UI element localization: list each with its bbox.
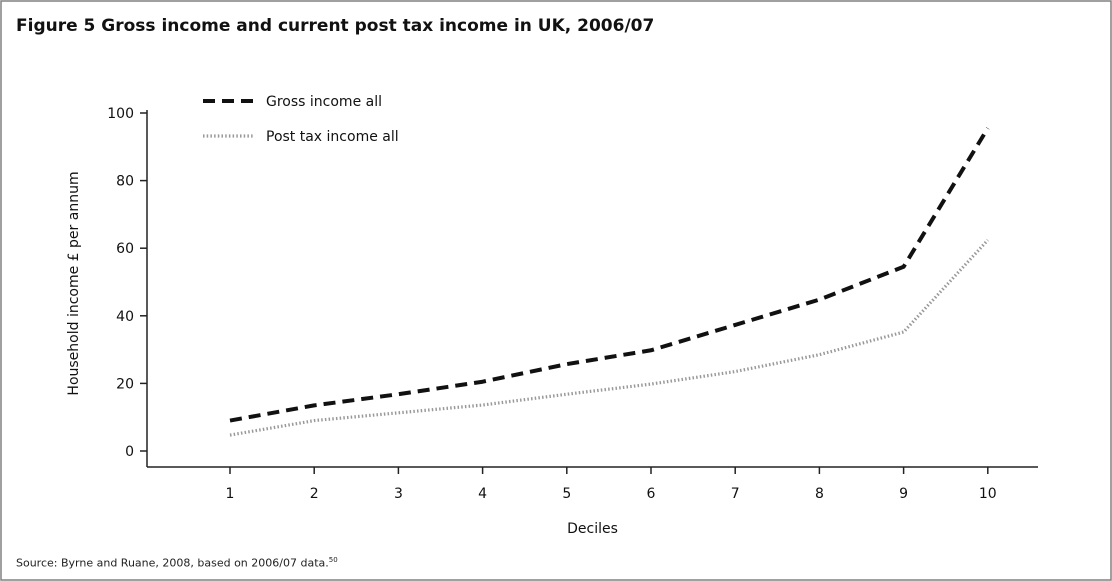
y-tick-label: 20 (116, 376, 134, 392)
x-tick-label: 10 (979, 486, 997, 502)
x-tick-label: 7 (731, 486, 740, 502)
series-line-post-tax (229, 239, 989, 437)
x-ticks: 1 2 3 4 5 6 7 8 9 10 (226, 467, 997, 502)
y-tick-label: 60 (116, 241, 134, 257)
source-reference: 50 (328, 556, 338, 564)
y-tick-label: 40 (116, 309, 134, 325)
x-tick-label: 8 (815, 486, 824, 502)
x-tick-label: 5 (562, 486, 571, 502)
y-tick-label: 100 (107, 106, 134, 122)
source-text: Source: Byrne and Ruane, 2008, based on … (16, 556, 329, 570)
x-axis-label: Deciles (567, 521, 618, 537)
series-layer (229, 127, 990, 437)
x-tick-label: 6 (647, 486, 656, 502)
y-axis-label: Household income £ per annum (66, 171, 82, 395)
x-tick-label: 3 (394, 486, 403, 502)
legend-label-gross: Gross income all (266, 94, 382, 110)
legend-label-post-tax: Post tax income all (266, 129, 399, 145)
series-line-gross (229, 127, 990, 423)
x-tick-label: 9 (899, 486, 908, 502)
y-tick-label: 0 (125, 444, 134, 460)
x-tick-label: 1 (226, 486, 235, 502)
x-tick-label: 4 (478, 486, 487, 502)
chart-title: Figure 5 Gross income and current post t… (16, 16, 655, 36)
y-tick-label: 80 (116, 174, 134, 190)
x-tick-label: 2 (310, 486, 319, 502)
legend: Gross income all Post tax income all (203, 94, 399, 145)
source-note: Source: Byrne and Ruane, 2008, based on … (16, 556, 338, 570)
y-ticks: 0 20 40 60 80 100 (107, 106, 147, 460)
